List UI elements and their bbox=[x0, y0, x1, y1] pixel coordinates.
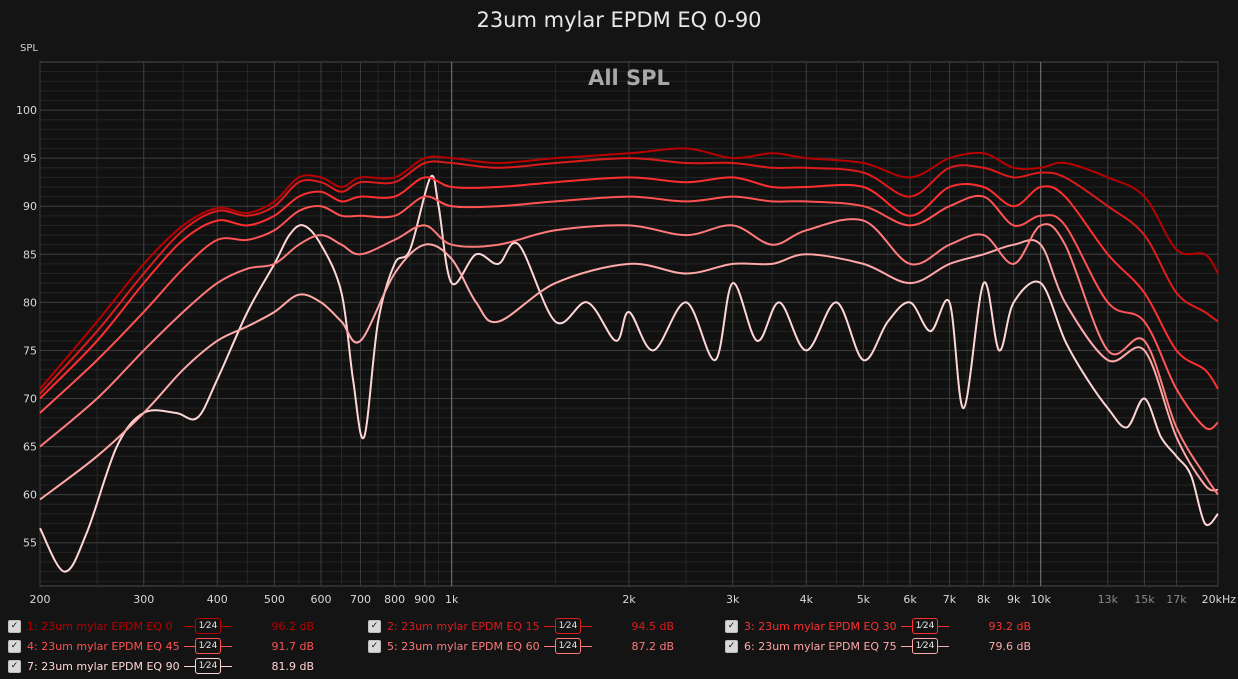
legend-checkbox[interactable]: ✓ bbox=[368, 639, 381, 653]
legend-name: 3: 23um mylar EPDM EQ 30 bbox=[744, 619, 897, 633]
y-tick-label: 80 bbox=[23, 296, 37, 309]
x-tick-label: 900 bbox=[414, 593, 435, 606]
smoothing-swatch[interactable]: 1⁄24 bbox=[544, 637, 592, 655]
smoothing-swatch[interactable]: 1⁄24 bbox=[901, 617, 949, 635]
y-tick-label: 90 bbox=[23, 200, 37, 213]
x-tick-label: 17k bbox=[1166, 593, 1187, 606]
smoothing-swatch[interactable]: 1⁄24 bbox=[184, 657, 232, 675]
legend-value: 87.2 dB bbox=[631, 639, 674, 653]
x-tick-label: 13k bbox=[1098, 593, 1119, 606]
legend-checkbox[interactable]: ✓ bbox=[8, 659, 21, 673]
x-tick-label: 7k bbox=[943, 593, 957, 606]
x-tick-label: 6k bbox=[903, 593, 917, 606]
y-tick-label: 65 bbox=[23, 441, 37, 454]
legend-value: 81.9 dB bbox=[271, 659, 314, 673]
axis-ticks: 55 60 65 70 75 80 85 90 95 100 200 300 400 500 600 700 8… bbox=[16, 104, 1236, 606]
x-tick-label: 20kHz bbox=[1202, 593, 1237, 606]
legend-checkbox[interactable]: ✓ bbox=[8, 639, 21, 653]
smoothing-swatch[interactable]: 1⁄24 bbox=[901, 637, 949, 655]
x-tick-label: 700 bbox=[350, 593, 371, 606]
y-axis-label: SPL bbox=[20, 43, 38, 54]
x-tick-label: 4k bbox=[800, 593, 814, 606]
series-line-5 bbox=[39, 218, 1219, 496]
legend-checkbox[interactable]: ✓ bbox=[725, 619, 738, 633]
x-tick-label: 500 bbox=[264, 593, 285, 606]
x-tick-label: 1k bbox=[445, 593, 459, 606]
legend-item-3[interactable]: ✓ 3: 23um mylar EPDM EQ 30 1⁄24 93.2 dB bbox=[725, 616, 1031, 636]
x-tick-label: 300 bbox=[133, 593, 154, 606]
x-tick-label: 3k bbox=[726, 593, 740, 606]
y-tick-label: 95 bbox=[23, 152, 37, 165]
window-title: 23um mylar EPDM EQ 0-90 bbox=[476, 8, 762, 32]
legend-item-6[interactable]: ✓ 6: 23um mylar EPDM EQ 75 1⁄24 79.6 dB bbox=[725, 636, 1031, 656]
series-line-3 bbox=[39, 176, 1219, 400]
y-tick-label: 60 bbox=[23, 489, 37, 502]
y-tick-label: 75 bbox=[23, 344, 37, 357]
legend-item-7[interactable]: ✓ 7: 23um mylar EPDM EQ 90 1⁄24 81.9 dB bbox=[8, 656, 314, 676]
smoothing-swatch[interactable]: 1⁄24 bbox=[544, 617, 592, 635]
series-line-1 bbox=[39, 147, 1219, 390]
x-tick-label: 8k bbox=[977, 593, 991, 606]
smoothing-swatch[interactable]: 1⁄24 bbox=[184, 617, 232, 635]
legend-item-2[interactable]: ✓ 2: 23um mylar EPDM EQ 15 1⁄24 94.5 dB bbox=[368, 616, 674, 636]
legend: ✓ 1: 23um mylar EPDM EQ 0 1⁄24 96.2 dB ✓ 2: 2… bbox=[0, 614, 1238, 679]
legend-name: 2: 23um mylar EPDM EQ 15 bbox=[387, 619, 540, 633]
plot-title: All SPL bbox=[588, 66, 670, 90]
legend-name: 5: 23um mylar EPDM EQ 60 bbox=[387, 639, 540, 653]
grid bbox=[39, 62, 1219, 586]
x-tick-label: 400 bbox=[207, 593, 228, 606]
series-line-2 bbox=[39, 157, 1219, 395]
x-tick-label: 800 bbox=[384, 593, 405, 606]
series-line-7 bbox=[39, 174, 1219, 573]
legend-value: 91.7 dB bbox=[271, 639, 314, 653]
series-lines bbox=[39, 147, 1219, 573]
x-tick-label: 200 bbox=[30, 593, 51, 606]
legend-item-1[interactable]: ✓ 1: 23um mylar EPDM EQ 0 1⁄24 96.2 dB bbox=[8, 616, 314, 636]
legend-value: 79.6 dB bbox=[988, 639, 1031, 653]
y-tick-label: 70 bbox=[23, 393, 37, 406]
x-tick-label: 600 bbox=[311, 593, 332, 606]
legend-checkbox[interactable]: ✓ bbox=[725, 639, 738, 653]
legend-name: 1: 23um mylar EPDM EQ 0 bbox=[27, 619, 173, 633]
series-line-4 bbox=[39, 194, 1219, 431]
legend-value: 94.5 dB bbox=[631, 619, 674, 633]
x-tick-label: 9k bbox=[1007, 593, 1021, 606]
legend-name: 6: 23um mylar EPDM EQ 75 bbox=[744, 639, 897, 653]
legend-value: 96.2 dB bbox=[271, 619, 314, 633]
legend-checkbox[interactable]: ✓ bbox=[8, 619, 21, 633]
x-tick-label: 2k bbox=[622, 593, 636, 606]
spl-chart: 55 60 65 70 75 80 85 90 95 100 200 300 400 500 600 700 8… bbox=[16, 61, 1236, 606]
x-tick-label: 10k bbox=[1031, 593, 1052, 606]
y-tick-label: 100 bbox=[16, 104, 37, 117]
smoothing-swatch[interactable]: 1⁄24 bbox=[184, 637, 232, 655]
legend-value: 93.2 dB bbox=[988, 619, 1031, 633]
y-tick-label: 55 bbox=[23, 537, 37, 550]
legend-name: 7: 23um mylar EPDM EQ 90 bbox=[27, 659, 180, 673]
y-tick-label: 85 bbox=[23, 248, 37, 261]
x-tick-label: 5k bbox=[857, 593, 871, 606]
legend-item-5[interactable]: ✓ 5: 23um mylar EPDM EQ 60 1⁄24 87.2 dB bbox=[368, 636, 674, 656]
legend-checkbox[interactable]: ✓ bbox=[368, 619, 381, 633]
x-tick-label: 15k bbox=[1134, 593, 1155, 606]
series-line-6 bbox=[39, 239, 1219, 501]
legend-item-4[interactable]: ✓ 4: 23um mylar EPDM EQ 45 1⁄24 91.7 dB bbox=[8, 636, 314, 656]
legend-name: 4: 23um mylar EPDM EQ 45 bbox=[27, 639, 180, 653]
